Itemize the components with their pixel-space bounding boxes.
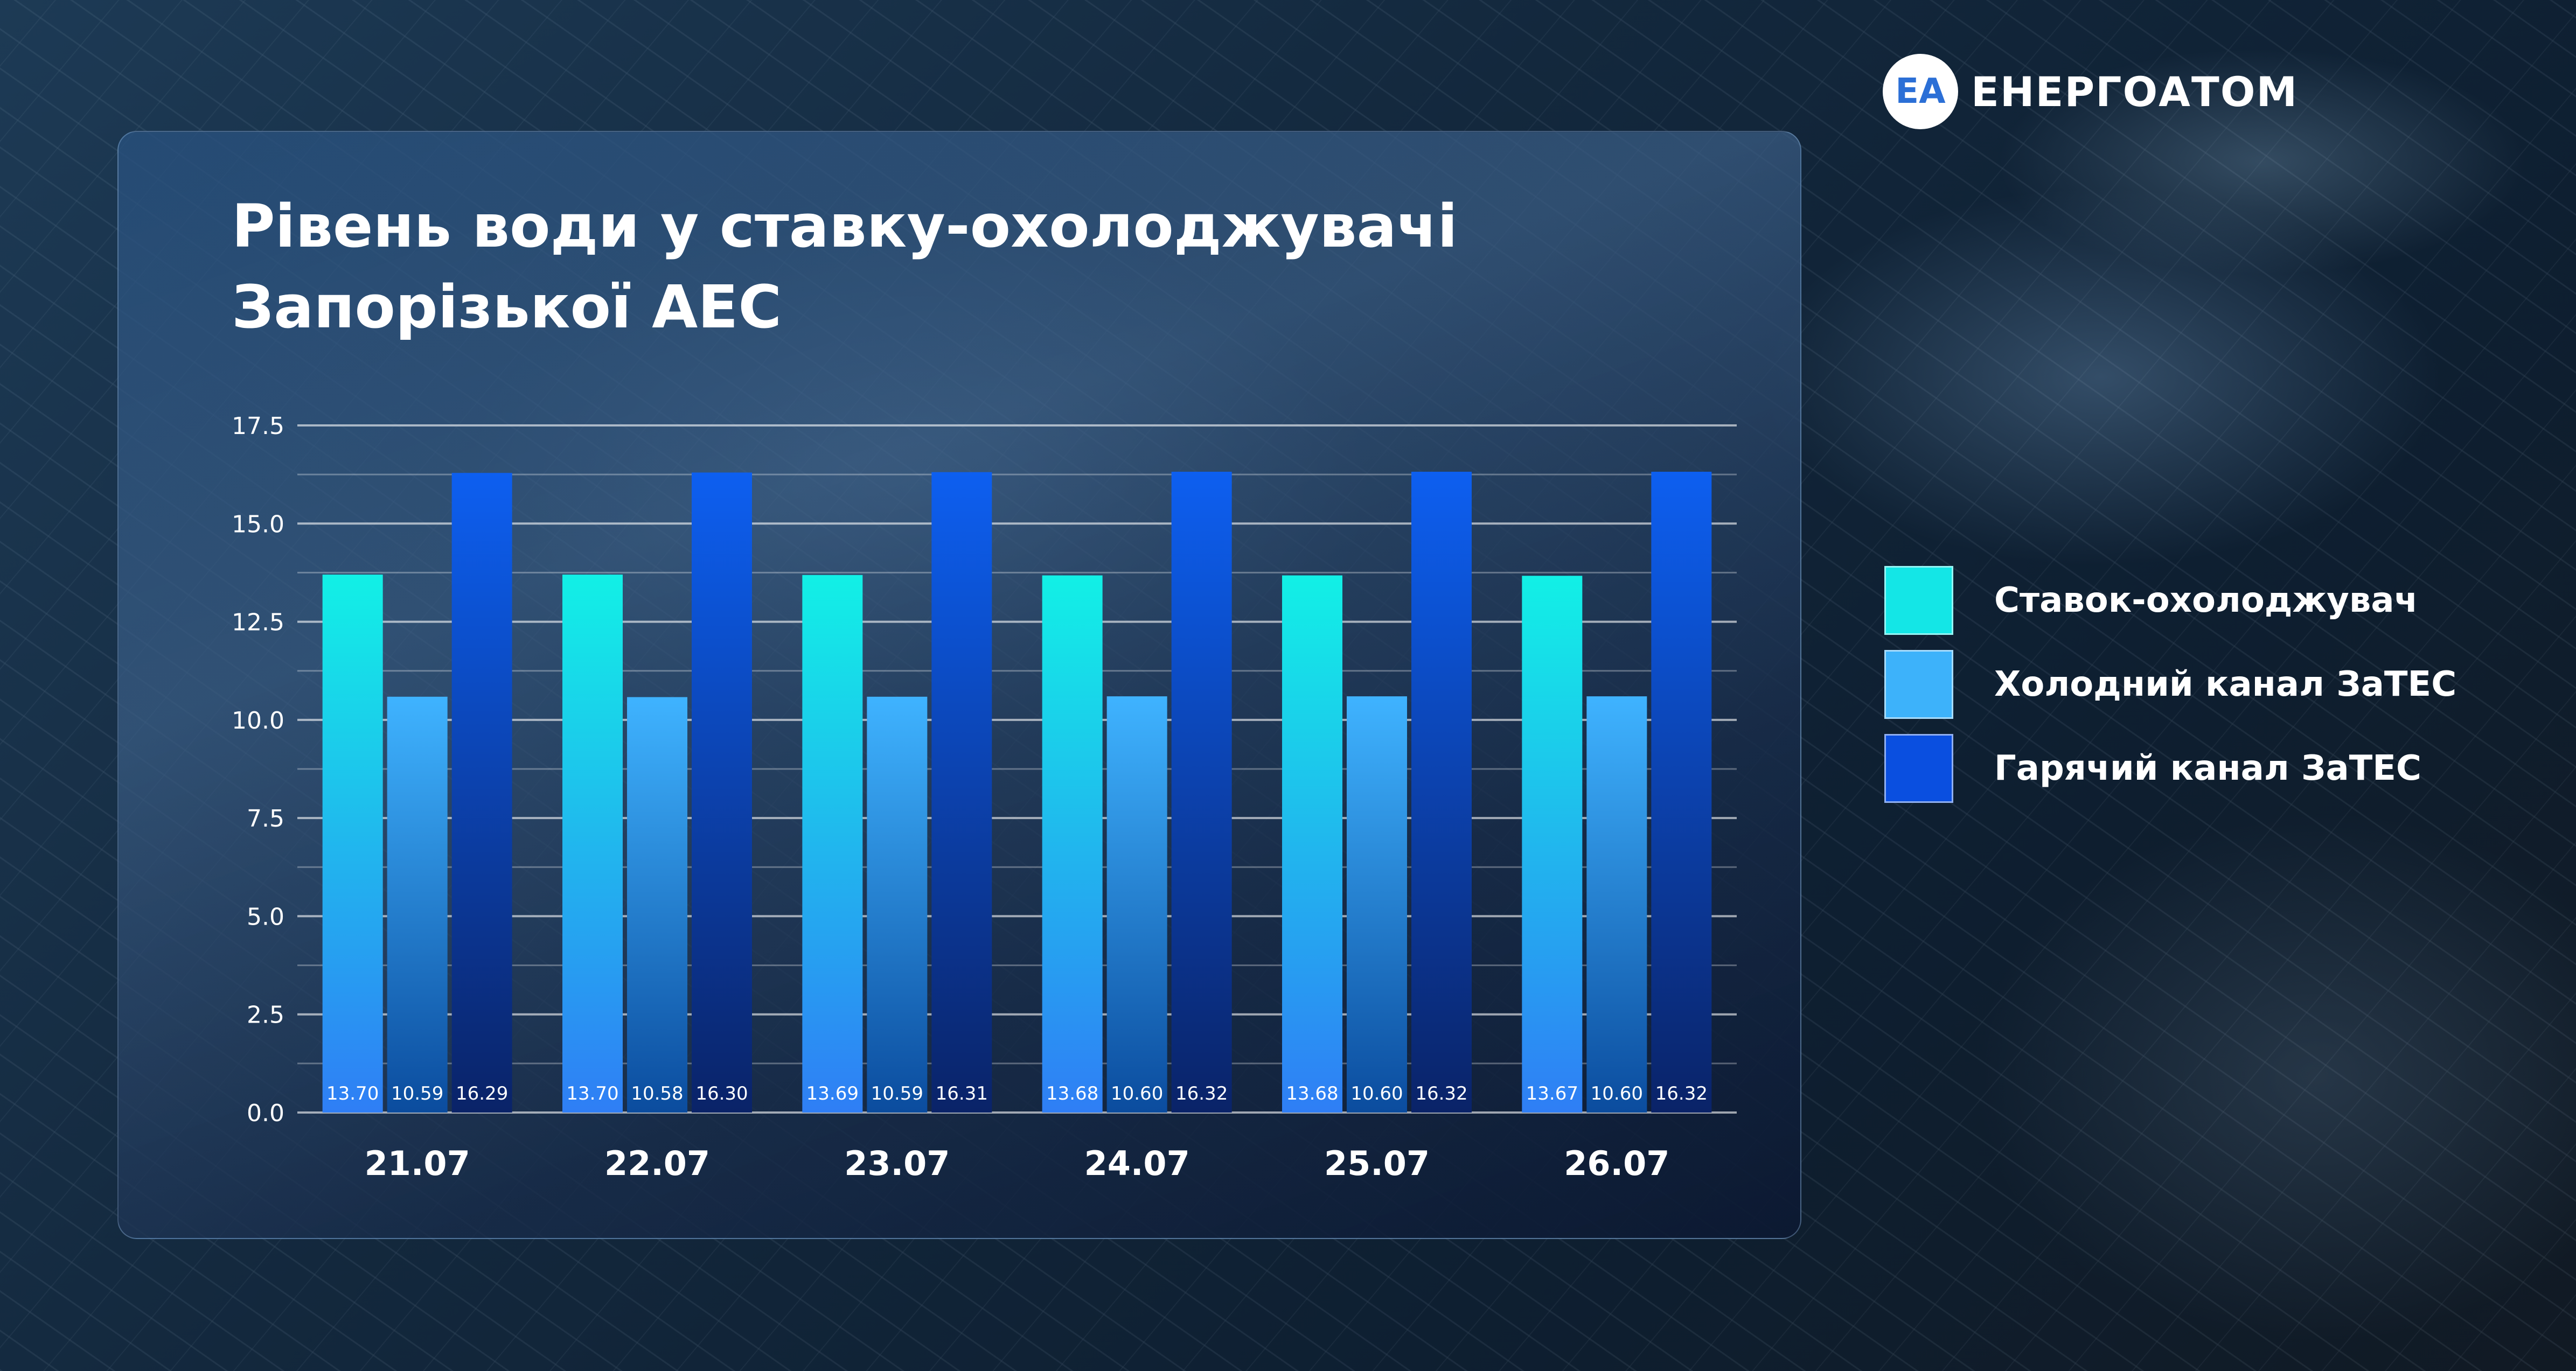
x-tick-label: 26.07 [1564,1144,1669,1183]
x-axis-ticks: 21.07 22.07 23.07 24.07 25.07 26.07 [365,1144,1670,1183]
y-tick-label: 7.5 [247,805,284,833]
bar-cold-channel [387,696,448,1113]
brand-logo: EA ЕНЕРГОАТОМ [1883,54,2298,129]
logo-mark-text: EA [1895,72,1946,111]
bar-cooling-pond [1042,575,1103,1113]
y-tick-label: 12.5 [232,609,284,636]
bar-cooling-pond [1282,575,1342,1113]
y-tick-label: 0.0 [247,1100,284,1127]
chart-title-line2: Запорізької АЕС [232,272,782,341]
bar-value-label: 13.67 [1526,1083,1578,1104]
legend-swatch-cooling-pond [1884,566,1953,635]
bar-cooling-pond [1522,576,1583,1113]
y-tick-label: 10.0 [232,707,284,735]
grid-lines [297,424,1737,1114]
bar-cooling-pond [802,575,863,1113]
bar-cold-channel [1106,696,1167,1113]
y-tick-label: 2.5 [247,1002,284,1029]
chart-legend: Ставок-охолоджувач Холодний канал ЗаТЕС … [1884,565,2456,817]
bar-value-label: 16.31 [936,1083,988,1104]
y-tick-label: 17.5 [232,412,284,440]
legend-label-cold-channel: Холодний канал ЗаТЕС [1994,664,2457,704]
bar-cooling-pond [322,575,383,1113]
bar-value-label: 10.60 [1591,1083,1643,1104]
bar-hot-channel [1651,472,1712,1113]
legend-swatch-hot-channel [1884,734,1953,803]
bar-hot-channel [931,472,992,1113]
y-tick-label: 5.0 [247,903,284,931]
bar-hot-channel [451,473,512,1113]
bar-value-label: 16.30 [695,1083,748,1104]
bar-value-label: 13.69 [806,1083,859,1104]
legend-label-hot-channel: Гарячий канал ЗаТЕС [1994,749,2421,788]
x-tick-label: 23.07 [844,1144,950,1183]
bar-hot-channel [692,472,752,1113]
legend-swatch-cold-channel [1884,650,1953,719]
bar-value-label: 16.32 [1175,1083,1228,1104]
bar-value-label: 13.70 [566,1083,618,1104]
bar-cold-channel [627,697,687,1113]
x-tick-label: 22.07 [604,1144,710,1183]
bar-cold-channel [867,696,928,1113]
bar-value-label: 13.68 [1286,1083,1338,1104]
bar-value-label: 10.59 [391,1083,443,1104]
x-tick-label: 21.07 [365,1144,470,1183]
bar-cooling-pond [562,575,623,1113]
chart-title-line1: Рівень води у ставку-охолоджувачі [232,192,1458,261]
x-tick-label: 25.07 [1324,1144,1430,1183]
bar-cold-channel [1586,696,1647,1113]
y-axis-ticks: 0.0 2.5 5.0 7.5 10.0 12.5 15.0 17.5 [232,412,284,1127]
data-labels: 13.70 10.59 16.29 13.70 10.58 16.30 13.69 10.59… [326,1083,1708,1104]
bar-value-label: 10.59 [871,1083,923,1104]
bar-value-label: 16.29 [456,1083,508,1104]
energoatom-logo-icon: EA [1883,54,1958,129]
bar-value-label: 13.70 [326,1083,379,1104]
bars [322,472,1712,1113]
chart-title: Рівень води у ставку-охолоджувачі Запорі… [232,186,1686,347]
bar-hot-channel [1411,472,1472,1113]
y-tick-label: 15.0 [232,510,284,538]
bar-value-label: 16.32 [1415,1083,1467,1104]
bar-value-label: 10.60 [1111,1083,1163,1104]
bar-cold-channel [1347,696,1407,1113]
bar-value-label: 13.68 [1046,1083,1098,1104]
x-tick-label: 24.07 [1084,1144,1190,1183]
bar-value-label: 10.58 [631,1083,683,1104]
bar-value-label: 16.32 [1655,1083,1708,1104]
bar-value-label: 10.60 [1350,1083,1403,1104]
legend-label-cooling-pond: Ставок-охолоджувач [1994,580,2418,620]
legend-item-cold-channel: Холодний канал ЗаТЕС [1884,649,2456,719]
legend-item-cooling-pond: Ставок-охолоджувач [1884,565,2456,635]
legend-item-hot-channel: Гарячий канал ЗаТЕС [1884,733,2456,803]
bar-hot-channel [1171,472,1232,1113]
brand-name: ЕНЕРГОАТОМ [1971,67,2299,116]
